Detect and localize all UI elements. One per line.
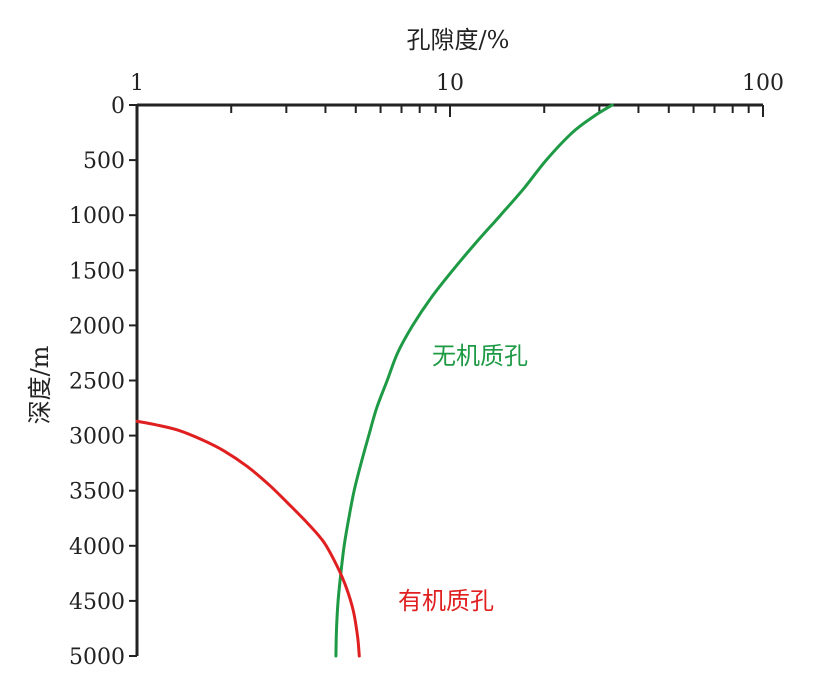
y-tick-label: 3000 bbox=[69, 425, 125, 450]
y-tick-label: 3500 bbox=[69, 480, 125, 505]
series-line-1 bbox=[334, 103, 614, 658]
y-tick-label: 500 bbox=[83, 149, 125, 174]
y-tick-label: 2500 bbox=[69, 370, 125, 395]
y-axis: 0 500 1000 1500 2000 2500 3000 3500 4000 4500 5000 bbox=[69, 94, 139, 670]
x-axis-title: 孔隙度/% bbox=[407, 26, 510, 54]
x-tick-label: 1 bbox=[130, 71, 144, 96]
y-tick-label: 4000 bbox=[69, 535, 125, 560]
y-tick-label: 5000 bbox=[69, 645, 125, 670]
x-axis: 1 10 100 bbox=[130, 71, 784, 117]
y-tick-label: 0 bbox=[111, 94, 125, 119]
y-tick-label: 1000 bbox=[69, 204, 125, 229]
y-tick-label: 2000 bbox=[69, 314, 125, 339]
y-axis-title: 深度/m bbox=[26, 345, 54, 424]
series-line-2 bbox=[135, 419, 361, 658]
series-label-2: 有机质孔 bbox=[398, 587, 494, 615]
x-tick-label: 100 bbox=[742, 71, 784, 96]
y-tick-label: 1500 bbox=[69, 259, 125, 284]
y-tick-label: 4500 bbox=[69, 590, 125, 615]
series-label-1: 无机质孔 bbox=[432, 342, 528, 370]
x-tick-label: 10 bbox=[436, 71, 464, 96]
